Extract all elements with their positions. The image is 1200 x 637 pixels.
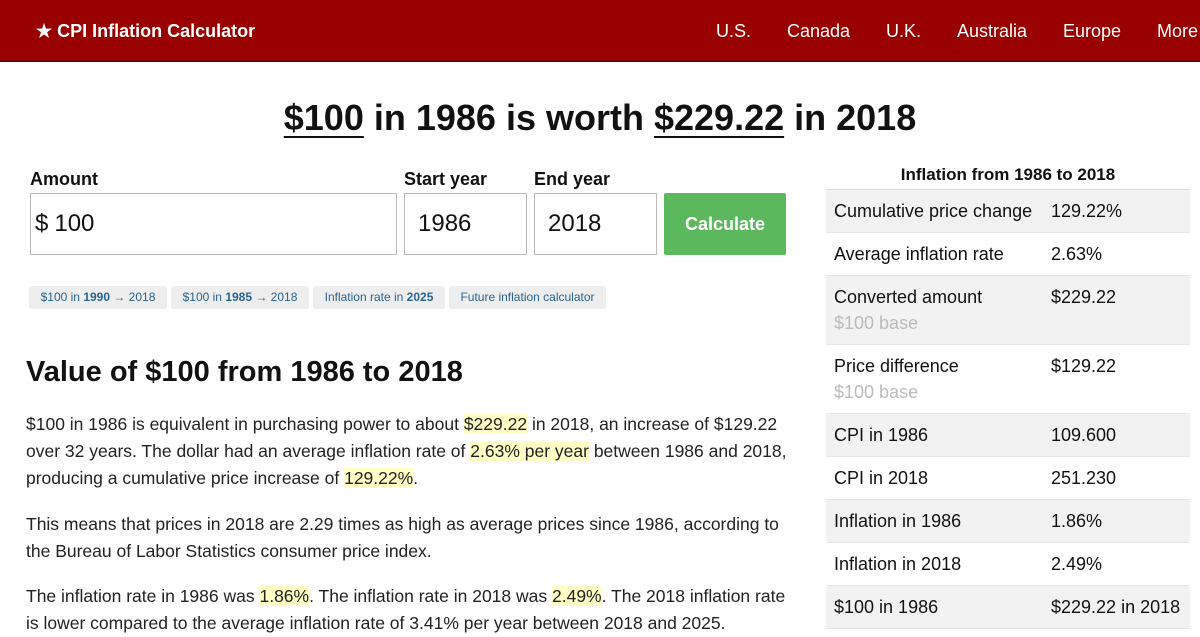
quick-link-year: 1990 <box>83 290 111 304</box>
brand-label: CPI Inflation Calculator <box>57 21 256 41</box>
quick-link-post: → 2018 <box>110 290 156 304</box>
row-sublabel: $100 base <box>834 382 919 402</box>
section-heading: Value of $100 from 1986 to 2018 <box>26 356 463 388</box>
amount-label: Amount <box>30 169 98 189</box>
row-label: Cumulative price change <box>834 201 1033 221</box>
row-label: Inflation in 1986 <box>834 511 962 531</box>
summary-row: Inflation in 2018 2.49% <box>826 543 1190 586</box>
quick-link-year: 1985 <box>225 290 253 304</box>
page-title: $100 in 1986 is worth $229.22 in 2018 <box>0 96 1200 140</box>
text: The inflation rate in 1986 was <box>26 586 260 606</box>
headline-text-1: in 1986 is worth <box>373 97 644 138</box>
summary-row: Price difference $129.22 $100 base <box>826 345 1190 414</box>
highlight-converted: $229.22 <box>463 414 528 434</box>
nav-us[interactable]: U.S. <box>716 21 752 41</box>
start-year-input[interactable] <box>418 210 526 238</box>
end-year-input[interactable] <box>548 210 656 238</box>
row-value: 2.49% <box>1051 554 1103 574</box>
quick-link-future-calculator[interactable]: Future inflation calculator <box>449 286 606 309</box>
headline-result: $229.22 <box>653 97 785 138</box>
amount-field[interactable]: $ <box>30 193 397 255</box>
quick-link-post: → 2018 <box>252 290 298 304</box>
nav-canada[interactable]: Canada <box>787 21 851 41</box>
summary-row: Inflation in 1986 1.86% <box>826 500 1190 543</box>
top-navbar: ★ CPI Inflation Calculator U.S. Canada U.… <box>0 0 1200 62</box>
row-label: Converted amount <box>834 287 983 307</box>
end-year-field[interactable] <box>534 193 657 255</box>
row-value: 2.63% <box>1051 244 1103 264</box>
paragraph-ratio: This means that prices in 2018 are 2.29 … <box>26 514 779 561</box>
summary-row: Converted amount $229.22 $100 base <box>826 276 1190 345</box>
start-year-field[interactable] <box>404 193 527 255</box>
quick-link-1985[interactable]: $100 in 1985 → 2018 <box>171 286 309 309</box>
text: . The 2018 inflation rate is lower compa… <box>26 586 786 633</box>
quick-link-pre: $100 in <box>40 290 84 304</box>
paragraph-rates: The inflation rate in 1986 was 1.86%. Th… <box>26 583 796 637</box>
start-year-label: Start year <box>404 169 488 189</box>
quick-link-pre: Future inflation calculator <box>460 290 595 304</box>
row-value: $229.22 <box>1051 287 1117 307</box>
brand-link[interactable]: ★ CPI Inflation Calculator <box>36 20 255 42</box>
row-label: CPI in 1986 <box>834 425 929 445</box>
summary-row: Average inflation rate 2.63% <box>826 233 1190 276</box>
currency-symbol: $ <box>35 210 49 237</box>
country-nav: U.S. Canada U.K. Australia Europe More <box>0 20 1200 42</box>
text: . <box>413 468 419 488</box>
summary-row: Cumulative price change 129.22% <box>826 190 1190 233</box>
amount-input[interactable] <box>54 210 396 238</box>
quick-link-1990[interactable]: $100 in 1990 → 2018 <box>29 286 167 309</box>
row-value: $129.22 <box>1051 356 1117 376</box>
nav-australia[interactable]: Australia <box>957 21 1028 41</box>
inflation-summary-table: Inflation from 1986 to 2018 Cumulative p… <box>826 164 1190 629</box>
star-icon: ★ <box>36 21 53 41</box>
text: between 1986 and 2018, producing a cumul… <box>26 441 787 488</box>
highlight-rate-2018: 2.49% <box>552 586 602 606</box>
highlight-average-rate: 2.63% per year <box>470 441 589 461</box>
nav-europe[interactable]: Europe <box>1063 21 1122 41</box>
end-year-label: End year <box>534 169 611 189</box>
highlight-cumulative: 129.22% <box>344 468 414 488</box>
summary-row: CPI in 2018 251.230 <box>826 457 1190 500</box>
row-label: Inflation in 2018 <box>834 554 962 574</box>
nav-more[interactable]: More <box>1157 21 1199 41</box>
row-value: 251.230 <box>1051 468 1117 488</box>
quick-link-inflation-2025[interactable]: Inflation rate in 2025 <box>313 286 445 309</box>
summary-row: $100 in 1986 $229.22 in 2018 <box>826 586 1190 629</box>
quick-link-pre: Inflation rate in <box>324 290 407 304</box>
quick-link-year: 2025 <box>406 290 434 304</box>
headline-amount: $100 <box>283 97 364 138</box>
text: in 2018, an increase of $129.22 over 32 … <box>26 414 778 461</box>
headline-text-2: in 2018 <box>794 97 917 138</box>
text: $100 in 1986 is equivalent in purchasing… <box>26 414 464 434</box>
row-sublabel: $100 base <box>834 313 919 333</box>
paragraph-summary: $100 in 1986 is equivalent in purchasing… <box>26 411 796 492</box>
summary-row: CPI in 1986 109.600 <box>826 414 1190 457</box>
quick-link-pre: $100 in <box>182 290 226 304</box>
nav-uk[interactable]: U.K. <box>886 21 922 41</box>
row-value: $229.22 in 2018 <box>1051 597 1181 617</box>
row-label: Average inflation rate <box>834 244 1004 264</box>
text: . The inflation rate in 2018 was <box>309 586 552 606</box>
calculate-button[interactable]: Calculate <box>664 193 786 255</box>
row-value: 109.600 <box>1051 425 1117 445</box>
row-label: Price difference <box>834 356 959 376</box>
row-value: 129.22% <box>1051 201 1123 221</box>
summary-title: Inflation from 1986 to 2018 <box>826 164 1190 190</box>
row-value: 1.86% <box>1051 511 1103 531</box>
row-label: $100 in 1986 <box>834 597 939 617</box>
row-label: CPI in 2018 <box>834 468 929 488</box>
highlight-rate-1986: 1.86% <box>259 586 310 606</box>
